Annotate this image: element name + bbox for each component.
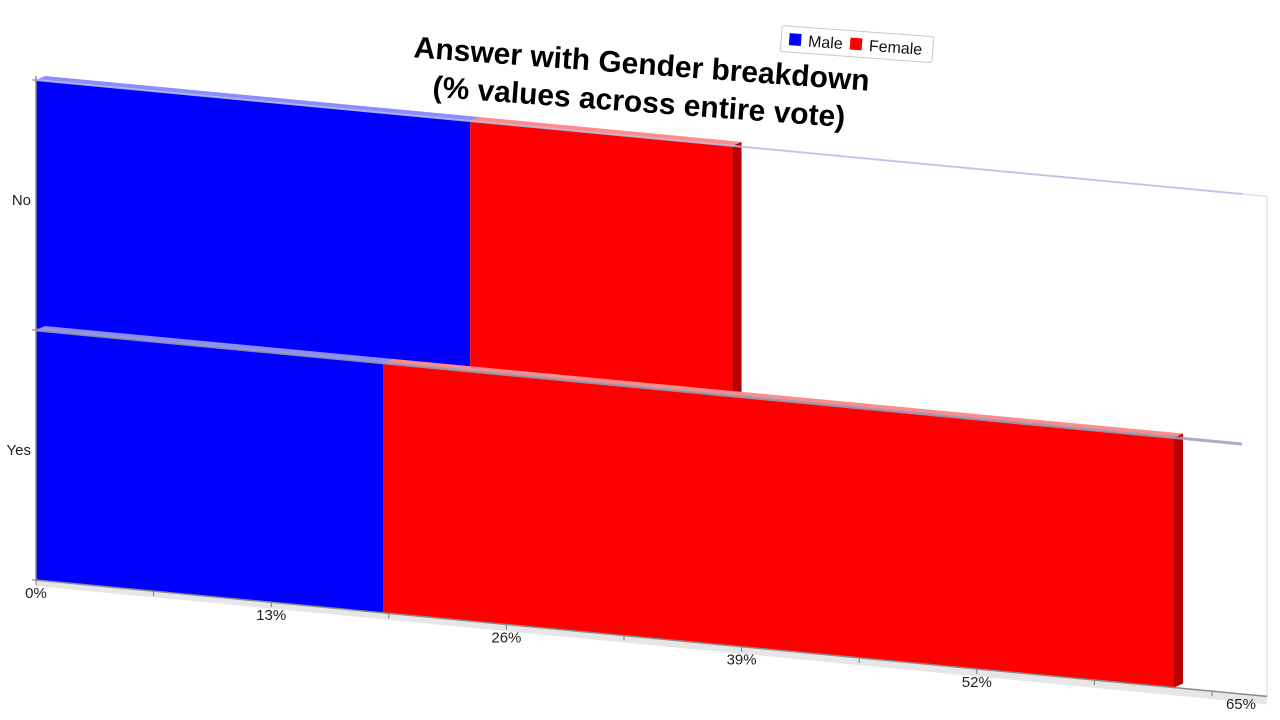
bar-front-face — [470, 121, 733, 396]
x-tick-label: 65% — [1226, 696, 1256, 713]
legend: Male Female — [779, 25, 935, 63]
legend-label-male: Male — [807, 34, 843, 54]
plot-floor — [36, 580, 1267, 705]
bar-top-face — [383, 358, 1184, 438]
bar-no-male — [36, 76, 480, 372]
bar-side-face — [1174, 433, 1184, 688]
x-tick-label: 39% — [727, 652, 757, 669]
category-divider — [35, 79, 1243, 195]
bar-top-face — [36, 76, 480, 122]
legend-swatch-male — [788, 33, 802, 46]
x-tick-label: 52% — [962, 674, 992, 691]
x-tick-label: 26% — [491, 629, 521, 646]
bar-yes-female — [383, 358, 1184, 688]
x-tick-label: 0% — [25, 585, 47, 602]
bars — [36, 76, 1184, 688]
bar-front-face — [36, 330, 384, 613]
x-axis: 0% 13% 26% 39% 52% 65% — [25, 579, 1268, 713]
category-axis: No Yes — [7, 76, 1243, 581]
legend-label-female: Female — [868, 38, 923, 59]
bar-front-face — [36, 80, 471, 372]
bar-top-face — [470, 117, 742, 146]
category-label-yes: Yes — [7, 442, 31, 459]
bar-front-face — [383, 362, 1175, 688]
category-divider — [35, 328, 1243, 446]
bar-no-female — [470, 117, 742, 396]
category-label-no: No — [12, 192, 31, 209]
x-tick-label: 13% — [256, 607, 286, 624]
legend-swatch-female — [849, 37, 863, 51]
bar-side-face — [732, 141, 742, 396]
x-axis-line — [35, 579, 1268, 698]
bar-yes-male — [36, 326, 393, 613]
bar-top-face — [36, 326, 393, 363]
